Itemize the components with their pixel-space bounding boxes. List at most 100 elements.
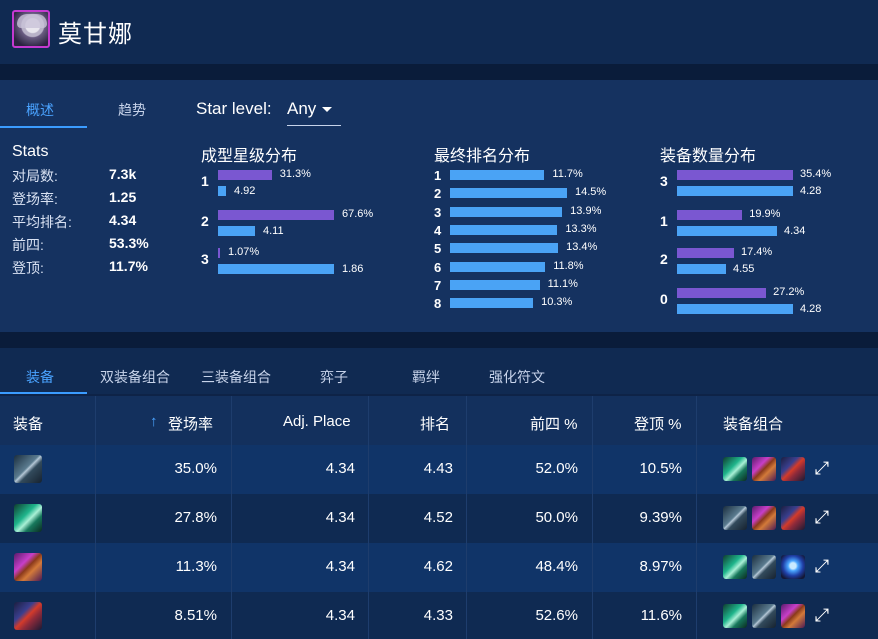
placement-bar [450,188,567,199]
percent-bar [218,170,272,180]
staff-item-icon[interactable] [781,506,805,530]
expand-icon[interactable]: ⤢ [814,556,830,576]
stat-label: 平均排名: [12,214,72,230]
avg-place-bar [218,186,226,196]
orb-item-icon[interactable] [781,555,805,579]
star-level-select[interactable]: Any [287,99,341,126]
divider [0,64,878,80]
cell-top1: 11.6% [640,607,682,624]
stat-label: 前四: [12,237,44,253]
expand-icon[interactable]: ⤢ [814,605,830,625]
expand-icon[interactable]: ⤢ [814,507,830,527]
blade-item-icon[interactable] [752,555,776,579]
column-divider [696,396,697,639]
percent-bar [677,210,743,220]
tab-item-pairs[interactable]: 双装备组合 [100,369,170,385]
distribution-key: 3 [434,204,442,220]
stat-value: 11.7% [109,258,148,274]
cell-play-rate: 11.3% [175,558,217,575]
chevron-down-icon [322,107,332,112]
table-row: 11.3% 4.34 4.62 48.4% 8.97% ⤢ [0,543,878,592]
avg-place-label: 4.11 [263,225,284,237]
tab-traits[interactable]: 羁绊 [412,369,440,385]
blade-item-icon[interactable] [752,604,776,628]
stat-row-top1: 登顶: 11.7% [12,258,162,278]
placement-bar [450,298,534,309]
column-divider [592,396,593,639]
cell-rank: 4.52 [423,509,453,526]
avg-place-label: 4.92 [234,185,256,197]
stat-row-top4: 前四: 53.3% [12,235,162,255]
placement-bar [450,279,540,290]
distribution-key: 7 [434,277,442,293]
chest-item-icon[interactable] [752,506,776,530]
col-header-combos[interactable]: 装备组合 [723,416,784,433]
staff-item-icon[interactable] [781,457,805,481]
avg-place-label: 4.34 [784,225,806,237]
chest-item-icon[interactable] [781,604,805,628]
table-header: 装备 ↑ 登场率 Adj. Place 排名 前四 % 登顶 % 装备组合 [0,396,878,445]
active-tab-underline [0,392,87,394]
claw-item-icon[interactable] [723,604,747,628]
tab-units[interactable]: 弈子 [320,369,348,385]
star-level-label: Star level: [196,99,272,118]
distribution-key: 2 [201,213,209,229]
tab-trend[interactable]: 趋势 [118,102,146,118]
claw-item-icon[interactable] [14,504,42,532]
column-divider [466,396,467,639]
table-row: 8.51% 4.34 4.33 52.6% 11.6% ⤢ [0,592,878,639]
stat-label: 对局数: [12,168,58,184]
avg-place-bar [677,304,793,314]
percent-label: 27.2% [773,286,805,298]
stat-label: 登顶: [12,260,44,276]
active-tab-underline [0,126,87,128]
chest-item-icon[interactable] [14,553,42,581]
cell-adj-place: 4.34 [325,509,355,526]
cell-rank: 4.62 [423,558,453,575]
stats-panel: 概述 趋势 Star level: Any Stats 对局数: 7.3k 登场… [0,80,878,332]
placement-label: 14.5% [575,186,607,199]
col-header-top4[interactable]: 前四 % [530,416,578,433]
placement-bar [450,224,558,235]
blade-item-icon[interactable] [723,506,747,530]
cell-top4: 50.0% [535,509,578,526]
distribution-key: 0 [660,291,668,307]
cell-adj-place: 4.34 [325,558,355,575]
claw-item-icon[interactable] [723,457,747,481]
col-header-adj-place[interactable]: Adj. Place [283,413,351,430]
placement-label: 13.4% [566,241,598,254]
col-header-rank[interactable]: 排名 [420,416,451,433]
distribution-key: 1 [660,213,668,229]
cell-top4: 52.0% [535,460,578,477]
stat-value: 53.3% [109,235,149,251]
stat-row-games: 对局数: 7.3k [12,166,162,186]
chest-item-icon[interactable] [752,457,776,481]
cell-rank: 4.33 [423,607,453,624]
col-header-top1[interactable]: 登顶 % [634,416,682,433]
avg-place-label: 4.28 [800,303,822,315]
champion-portrait-icon [12,10,50,48]
item-count-dist-title: 装备数量分布 [660,148,757,165]
col-header-play-rate[interactable]: 登场率 [168,416,214,433]
placement-bar [450,261,546,272]
tab-augments[interactable]: 强化符文 [489,369,545,385]
avg-place-bar [218,264,334,274]
tab-items[interactable]: 装备 [26,369,54,385]
tab-item-triples[interactable]: 三装备组合 [201,369,271,385]
sort-arrow-icon[interactable]: ↑ [150,413,158,430]
cell-play-rate: 8.51% [174,607,217,624]
claw-item-icon[interactable] [723,555,747,579]
col-header-item[interactable]: 装备 [13,416,44,433]
cell-top4: 52.6% [535,607,578,624]
blade-item-icon[interactable] [14,455,42,483]
expand-icon[interactable]: ⤢ [814,458,830,478]
percent-label: 35.4% [800,168,832,180]
percent-label: 17.4% [741,246,773,258]
percent-bar [218,210,334,220]
tab-overview[interactable]: 概述 [26,102,54,118]
cell-play-rate: 35.0% [174,460,217,477]
cell-top1: 9.39% [639,509,682,526]
staff-item-icon[interactable] [14,602,42,630]
stat-label: 登场率: [12,191,58,207]
avg-place-bar [677,264,726,274]
